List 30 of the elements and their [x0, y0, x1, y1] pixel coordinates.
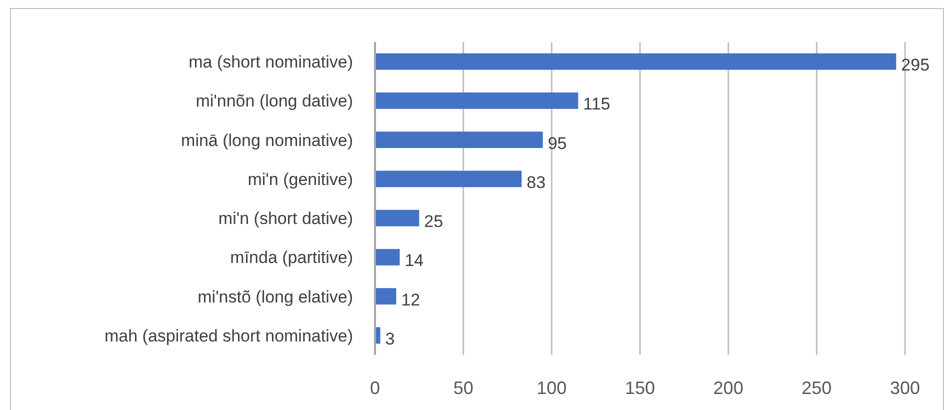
y-tick-label: ma (short nominative): [188, 52, 353, 72]
data-label: 83: [526, 172, 546, 192]
bar: [375, 92, 578, 109]
x-tick-label: 50: [453, 378, 474, 398]
data-label: 12: [401, 290, 420, 310]
data-label: 25: [424, 212, 444, 232]
bar: [375, 288, 396, 305]
x-tick-label: 0: [370, 378, 380, 398]
y-tick-label: mi'n (short dative): [218, 209, 353, 228]
x-tick-label: 300: [890, 378, 920, 398]
data-label: 3: [385, 329, 395, 348]
data-label: 115: [583, 94, 610, 114]
y-tick-label: mi'nstõ (long elative): [198, 287, 353, 306]
y-tick-label: mi'n (genitive): [248, 170, 353, 189]
y-tick-label: mi'nnõn (long dative): [196, 92, 353, 111]
data-label: 14: [404, 251, 424, 270]
y-tick-label: mīnda (partitive): [230, 248, 353, 268]
x-tick-label: 100: [536, 378, 567, 398]
bar: [375, 248, 400, 266]
bar: [375, 210, 420, 226]
x-tick-label: 150: [624, 378, 656, 398]
bar: [375, 132, 543, 148]
x-tick-label: 250: [802, 378, 832, 398]
y-tick-label: minā (long nominative): [181, 130, 353, 150]
y-tick-label: mah (aspirated short nominative): [104, 326, 353, 346]
data-label: 295: [901, 56, 930, 75]
x-tick-label: 200: [713, 378, 744, 398]
data-label: 95: [548, 134, 567, 153]
bar: [375, 170, 522, 188]
bar: [375, 53, 896, 70]
